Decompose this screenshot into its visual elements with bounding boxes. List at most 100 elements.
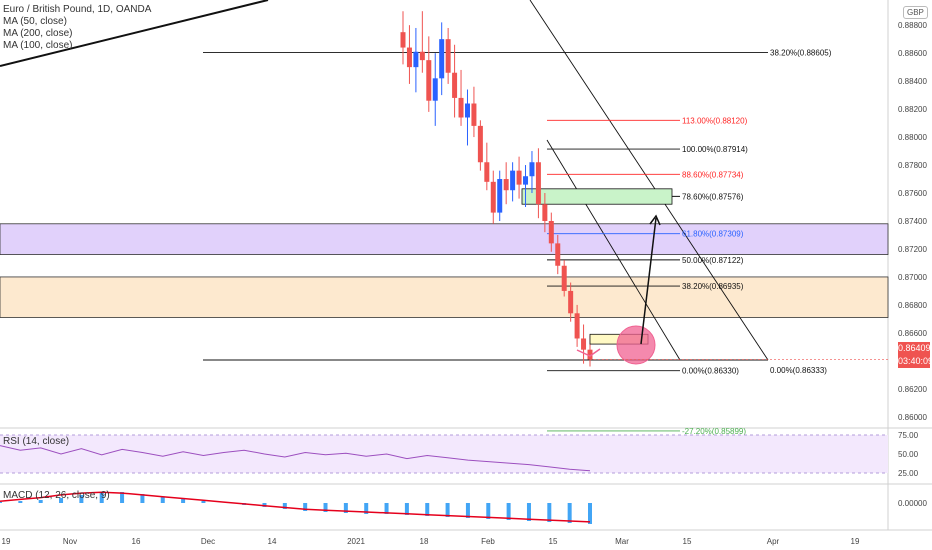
candle-body [510, 170, 516, 191]
candle-body [445, 39, 451, 73]
countdown-badge: 03:40:09 [898, 355, 932, 368]
price-tick-label: 0.86200 [898, 385, 927, 394]
legend-ma50: MA (50, close) [3, 16, 67, 27]
macd-histogram-bar [59, 498, 64, 503]
fib-level-label: 50.00%(0.87122) [682, 256, 744, 265]
candle-body [497, 179, 503, 213]
projection-stroke [576, 348, 601, 357]
last-price-badge: 0.86409 [898, 342, 931, 355]
candle-body [464, 103, 470, 118]
price-tick-label: 0.88600 [898, 49, 927, 58]
price-tick-label: 0.87200 [898, 245, 927, 254]
legend-title: Euro / British Pound, 1D, OANDA [3, 4, 152, 15]
candle-body [503, 179, 509, 191]
price-tick-label: 0.87800 [898, 161, 927, 170]
zone-orange [0, 276, 889, 318]
rsi-tick-label: 25.00 [898, 469, 919, 478]
candle-body [471, 103, 477, 126]
price-tick-label: 0.87400 [898, 217, 927, 226]
macd-histogram-bar [38, 500, 43, 503]
price-tick-label: 0.87000 [898, 273, 927, 282]
macd-histogram-bar [364, 503, 369, 514]
time-tick-label: 15 [683, 537, 692, 546]
macd-histogram-bar [0, 502, 2, 503]
candle-body [406, 47, 412, 68]
time-tick-label: Mar [615, 537, 629, 546]
candle-body [535, 162, 541, 205]
time-tick-label: Feb [481, 537, 495, 546]
target-box-green [521, 188, 673, 205]
candle-body [439, 39, 445, 79]
projection-arrow [640, 217, 657, 345]
macd-label: MACD (12, 26, close, 9) [3, 490, 110, 501]
chart-legend: Euro / British Pound, 1D, OANDA MA (50, … [3, 4, 151, 52]
macd-histogram-bar [567, 503, 572, 523]
macd-histogram-bar [445, 503, 450, 517]
time-tick-label: 16 [132, 537, 141, 546]
macd-histogram-bar [404, 503, 409, 515]
macd-histogram-bar [526, 503, 531, 521]
macd-histogram-bar [140, 494, 145, 503]
macd-histogram-bar [18, 501, 23, 503]
candle-body [419, 51, 425, 61]
macd-histogram-bar [282, 503, 287, 509]
time-tick-label: Dec [201, 537, 215, 546]
macd-histogram-bar [425, 503, 430, 516]
channel-lower [546, 139, 681, 361]
macd-histogram-bar [303, 503, 308, 511]
macd-tick-label: 0.00000 [898, 499, 927, 508]
time-tick-label: Nov [63, 537, 77, 546]
fib-level-label: 113.00%(0.88120) [682, 116, 748, 125]
candle-body [523, 176, 529, 185]
candle-body [516, 170, 522, 185]
legend-ma100: MA (100, close) [3, 40, 73, 51]
macd-histogram-bar [588, 503, 592, 524]
price-tick-label: 0.87600 [898, 189, 927, 198]
rsi-tick-label: 50.00 [898, 450, 919, 459]
candle-body [529, 162, 535, 177]
price-tick-label: 0.86000 [898, 413, 927, 422]
macd-histogram-bar [384, 503, 389, 514]
macd-histogram-bar [201, 501, 206, 503]
time-tick-label: 15 [549, 537, 558, 546]
rsi-line [0, 445, 591, 472]
channel-upper [529, 0, 769, 361]
candle-body [587, 349, 593, 360]
zone-purple [0, 223, 889, 255]
price-tick-label: 0.86600 [898, 329, 927, 338]
candle-body [574, 313, 580, 339]
time-tick-label: 14 [268, 537, 277, 546]
candle-body [458, 97, 464, 118]
currency-badge[interactable]: GBP [903, 6, 928, 19]
rsi-tick-label: 75.00 [898, 431, 919, 440]
arrow-head [649, 214, 661, 226]
fib-level-label: 38.20%(0.86935) [682, 282, 744, 291]
price-tick-label: 0.86800 [898, 301, 927, 310]
highlight-circle [616, 325, 656, 365]
fib-level-label: 61.80%(0.87309) [682, 230, 744, 239]
fib-level-label: 100.00%(0.87914) [682, 145, 748, 154]
candle-body [400, 32, 406, 48]
candle-body [426, 60, 432, 101]
time-tick-label: 19 [2, 537, 11, 546]
macd-histogram-bar [99, 493, 104, 503]
macd-histogram-bar [343, 503, 348, 513]
candle-body [490, 181, 496, 213]
fib-level-label: 88.60%(0.87734) [682, 170, 744, 179]
time-tick-label: 19 [851, 537, 860, 546]
candle-body [561, 265, 567, 291]
candle-body [484, 162, 490, 182]
candle-body [568, 290, 574, 314]
candle-body [581, 338, 587, 350]
price-tick-label: 0.88400 [898, 77, 927, 86]
macd-line [0, 491, 591, 523]
legend-ma200: MA (200, close) [3, 28, 73, 39]
price-tick-label: 0.88000 [898, 133, 927, 142]
macd-histogram-bar [506, 503, 511, 520]
macd-histogram-bar [465, 503, 470, 518]
rsi-label: RSI (14, close) [3, 436, 70, 447]
macd-histogram-bar [181, 499, 186, 503]
candle-body [477, 125, 483, 163]
candle-body [542, 204, 548, 221]
